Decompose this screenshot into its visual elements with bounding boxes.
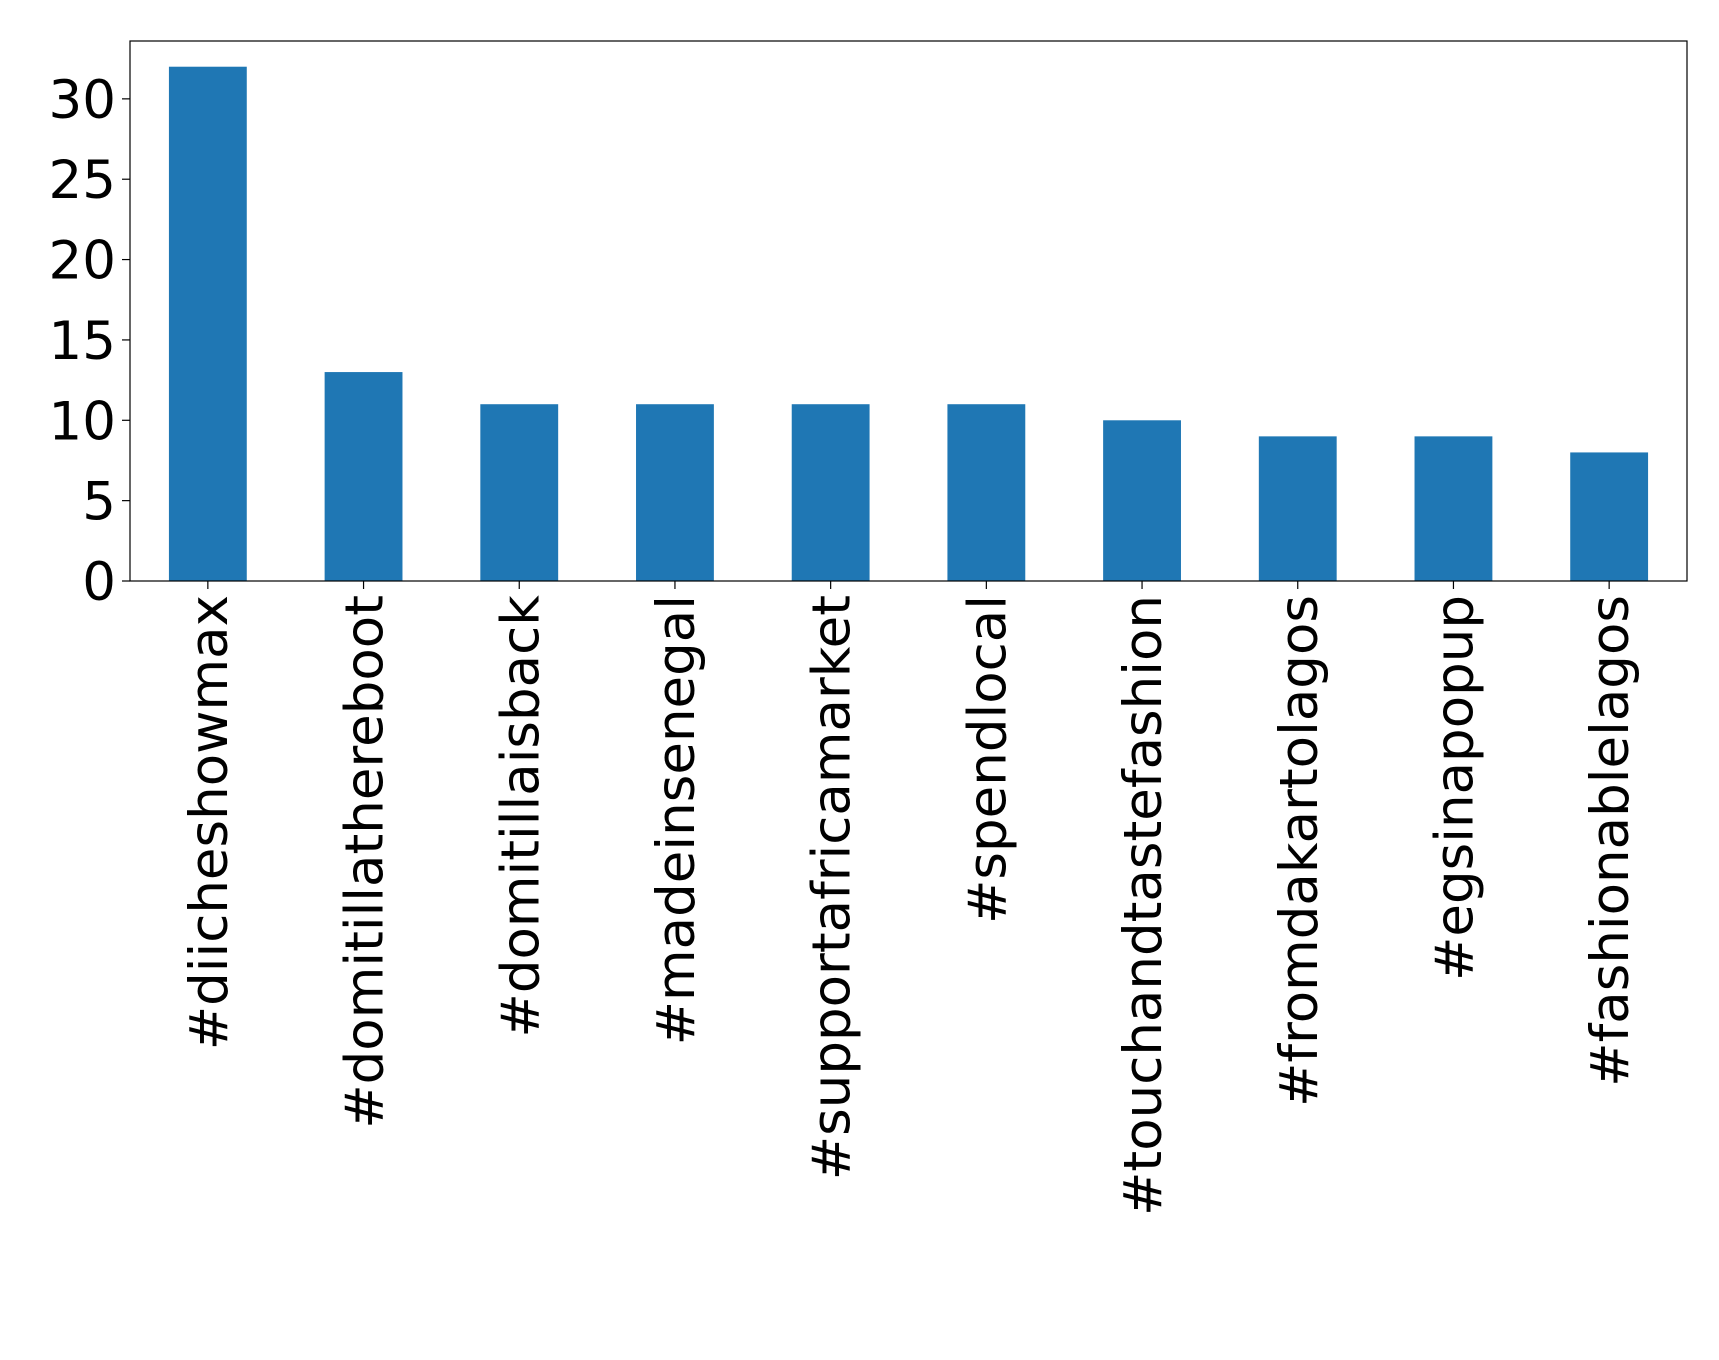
bar xyxy=(1103,420,1181,581)
bar xyxy=(947,404,1026,581)
y-tick-label: 25 xyxy=(49,150,116,211)
x-tick-label: #domitillathereboot xyxy=(335,595,396,1129)
y-tick-label: 0 xyxy=(82,552,116,613)
x-tick-label: #madeinsenegal xyxy=(646,595,707,1045)
x-tick-label: #supportafricamarket xyxy=(802,595,863,1180)
bar xyxy=(1414,436,1493,581)
y-tick-label: 15 xyxy=(49,311,116,372)
x-tick-label: #spendlocal xyxy=(957,595,1018,924)
x-tick-label: #egsinapopup xyxy=(1424,595,1485,981)
bar xyxy=(1258,436,1337,581)
bar xyxy=(791,404,870,581)
y-tick-label: 10 xyxy=(49,391,116,452)
y-tick-label: 20 xyxy=(49,231,116,292)
x-tick-label: #touchandtastefashion xyxy=(1113,595,1174,1216)
bar xyxy=(636,404,714,581)
bar xyxy=(1570,452,1649,581)
x-tick-label: #fromdakartolagos xyxy=(1269,595,1330,1107)
plot-frame xyxy=(129,40,1688,582)
x-tick-label: #diicheshowmax xyxy=(179,595,240,1050)
x-tick-label: #fashionablelagos xyxy=(1580,595,1641,1087)
bar xyxy=(324,372,403,581)
bar xyxy=(480,404,559,581)
x-tick-label: #domitillaisback xyxy=(490,595,551,1038)
y-tick-label: 5 xyxy=(82,472,116,533)
y-tick-label: 30 xyxy=(49,70,116,131)
bar xyxy=(168,66,247,581)
